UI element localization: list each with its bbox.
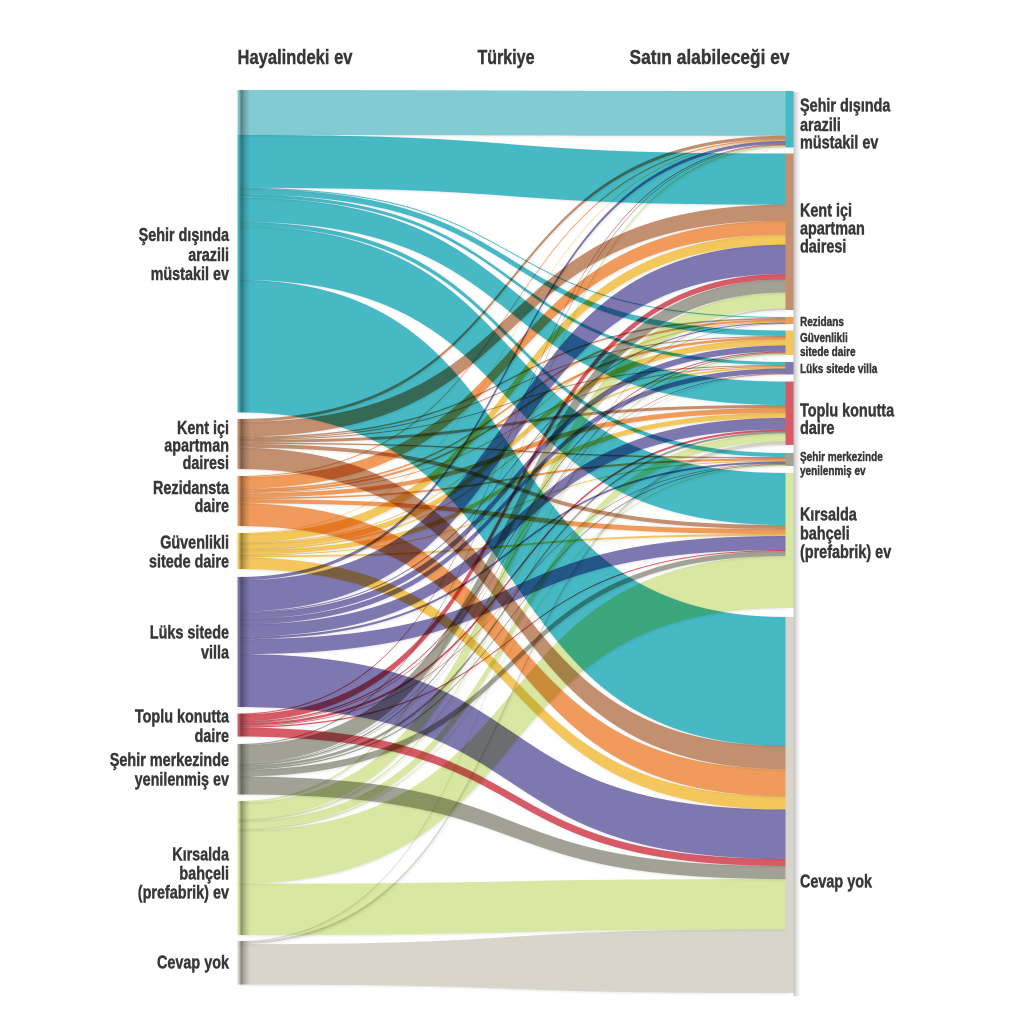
svg-text:yenilenmiş ev: yenilenmiş ev [800,464,866,478]
svg-text:Şehir merkezinde: Şehir merkezinde [110,750,229,770]
svg-text:Toplu konutta: Toplu konutta [800,400,895,420]
svg-text:dairesi: dairesi [800,236,846,256]
svg-text:Güvenlikli: Güvenlikli [800,331,848,345]
svg-text:Satın alabileceği ev: Satın alabileceği ev [630,46,790,69]
svg-text:Şehir dışında: Şehir dışında [800,95,891,115]
svg-text:Toplu konutta: Toplu konutta [135,706,230,726]
svg-text:Cevap yok: Cevap yok [800,871,873,891]
svg-text:daire: daire [195,726,229,746]
svg-text:(prefabrik) ev: (prefabrik) ev [800,542,891,562]
svg-text:Kırsalda: Kırsalda [172,844,230,864]
svg-text:daire: daire [195,496,229,516]
svg-text:sitede daire: sitede daire [800,345,856,359]
svg-text:(prefabrik) ev: (prefabrik) ev [138,882,229,902]
svg-text:Rezidansta: Rezidansta [153,478,230,498]
svg-text:yenilenmiş ev: yenilenmiş ev [135,769,229,789]
svg-text:sitede daire: sitede daire [149,551,229,571]
svg-text:daire: daire [800,418,834,438]
svg-text:müstakil ev: müstakil ev [151,264,229,284]
svg-text:Lüks sitede: Lüks sitede [150,622,229,642]
svg-text:Kent içi: Kent içi [800,200,852,220]
svg-text:müstakil ev: müstakil ev [800,132,878,152]
svg-text:Kent içi: Kent içi [177,418,229,438]
svg-text:Rezidans: Rezidans [800,315,844,329]
svg-text:Kırsalda: Kırsalda [800,504,858,524]
svg-text:apartman: apartman [164,435,229,455]
svg-text:Güvenlikli: Güvenlikli [160,532,229,552]
svg-text:Şehir merkezinde: Şehir merkezinde [800,450,883,464]
svg-text:arazili: arazili [800,115,841,135]
svg-text:Türkiye: Türkiye [478,46,535,69]
svg-text:Şehir dışında: Şehir dışında [139,225,230,245]
svg-text:Cevap yok: Cevap yok [157,952,230,972]
svg-text:dairesi: dairesi [183,453,229,473]
svg-text:bahçeli: bahçeli [800,523,850,543]
svg-text:arazili: arazili [188,245,229,265]
svg-text:Lüks sitede villa: Lüks sitede villa [800,362,878,376]
svg-text:bahçeli: bahçeli [179,863,229,883]
svg-text:villa: villa [201,642,230,662]
svg-text:apartman: apartman [800,218,865,238]
svg-text:Hayalindeki ev: Hayalindeki ev [238,46,353,69]
